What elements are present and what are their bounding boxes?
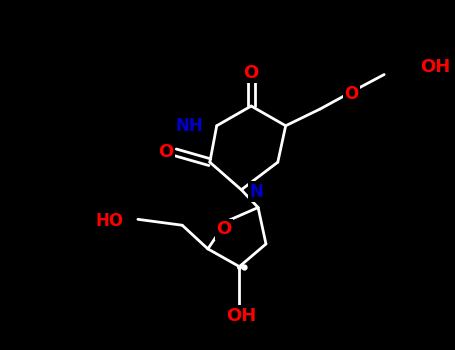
Text: O: O: [216, 220, 231, 238]
Text: N: N: [249, 183, 263, 201]
Text: OH: OH: [226, 307, 257, 325]
Text: O: O: [344, 85, 359, 103]
Text: HO: HO: [96, 212, 124, 230]
Text: O: O: [243, 64, 259, 82]
Text: NH: NH: [175, 117, 203, 135]
Text: O: O: [158, 144, 173, 161]
Text: OH: OH: [420, 58, 450, 76]
